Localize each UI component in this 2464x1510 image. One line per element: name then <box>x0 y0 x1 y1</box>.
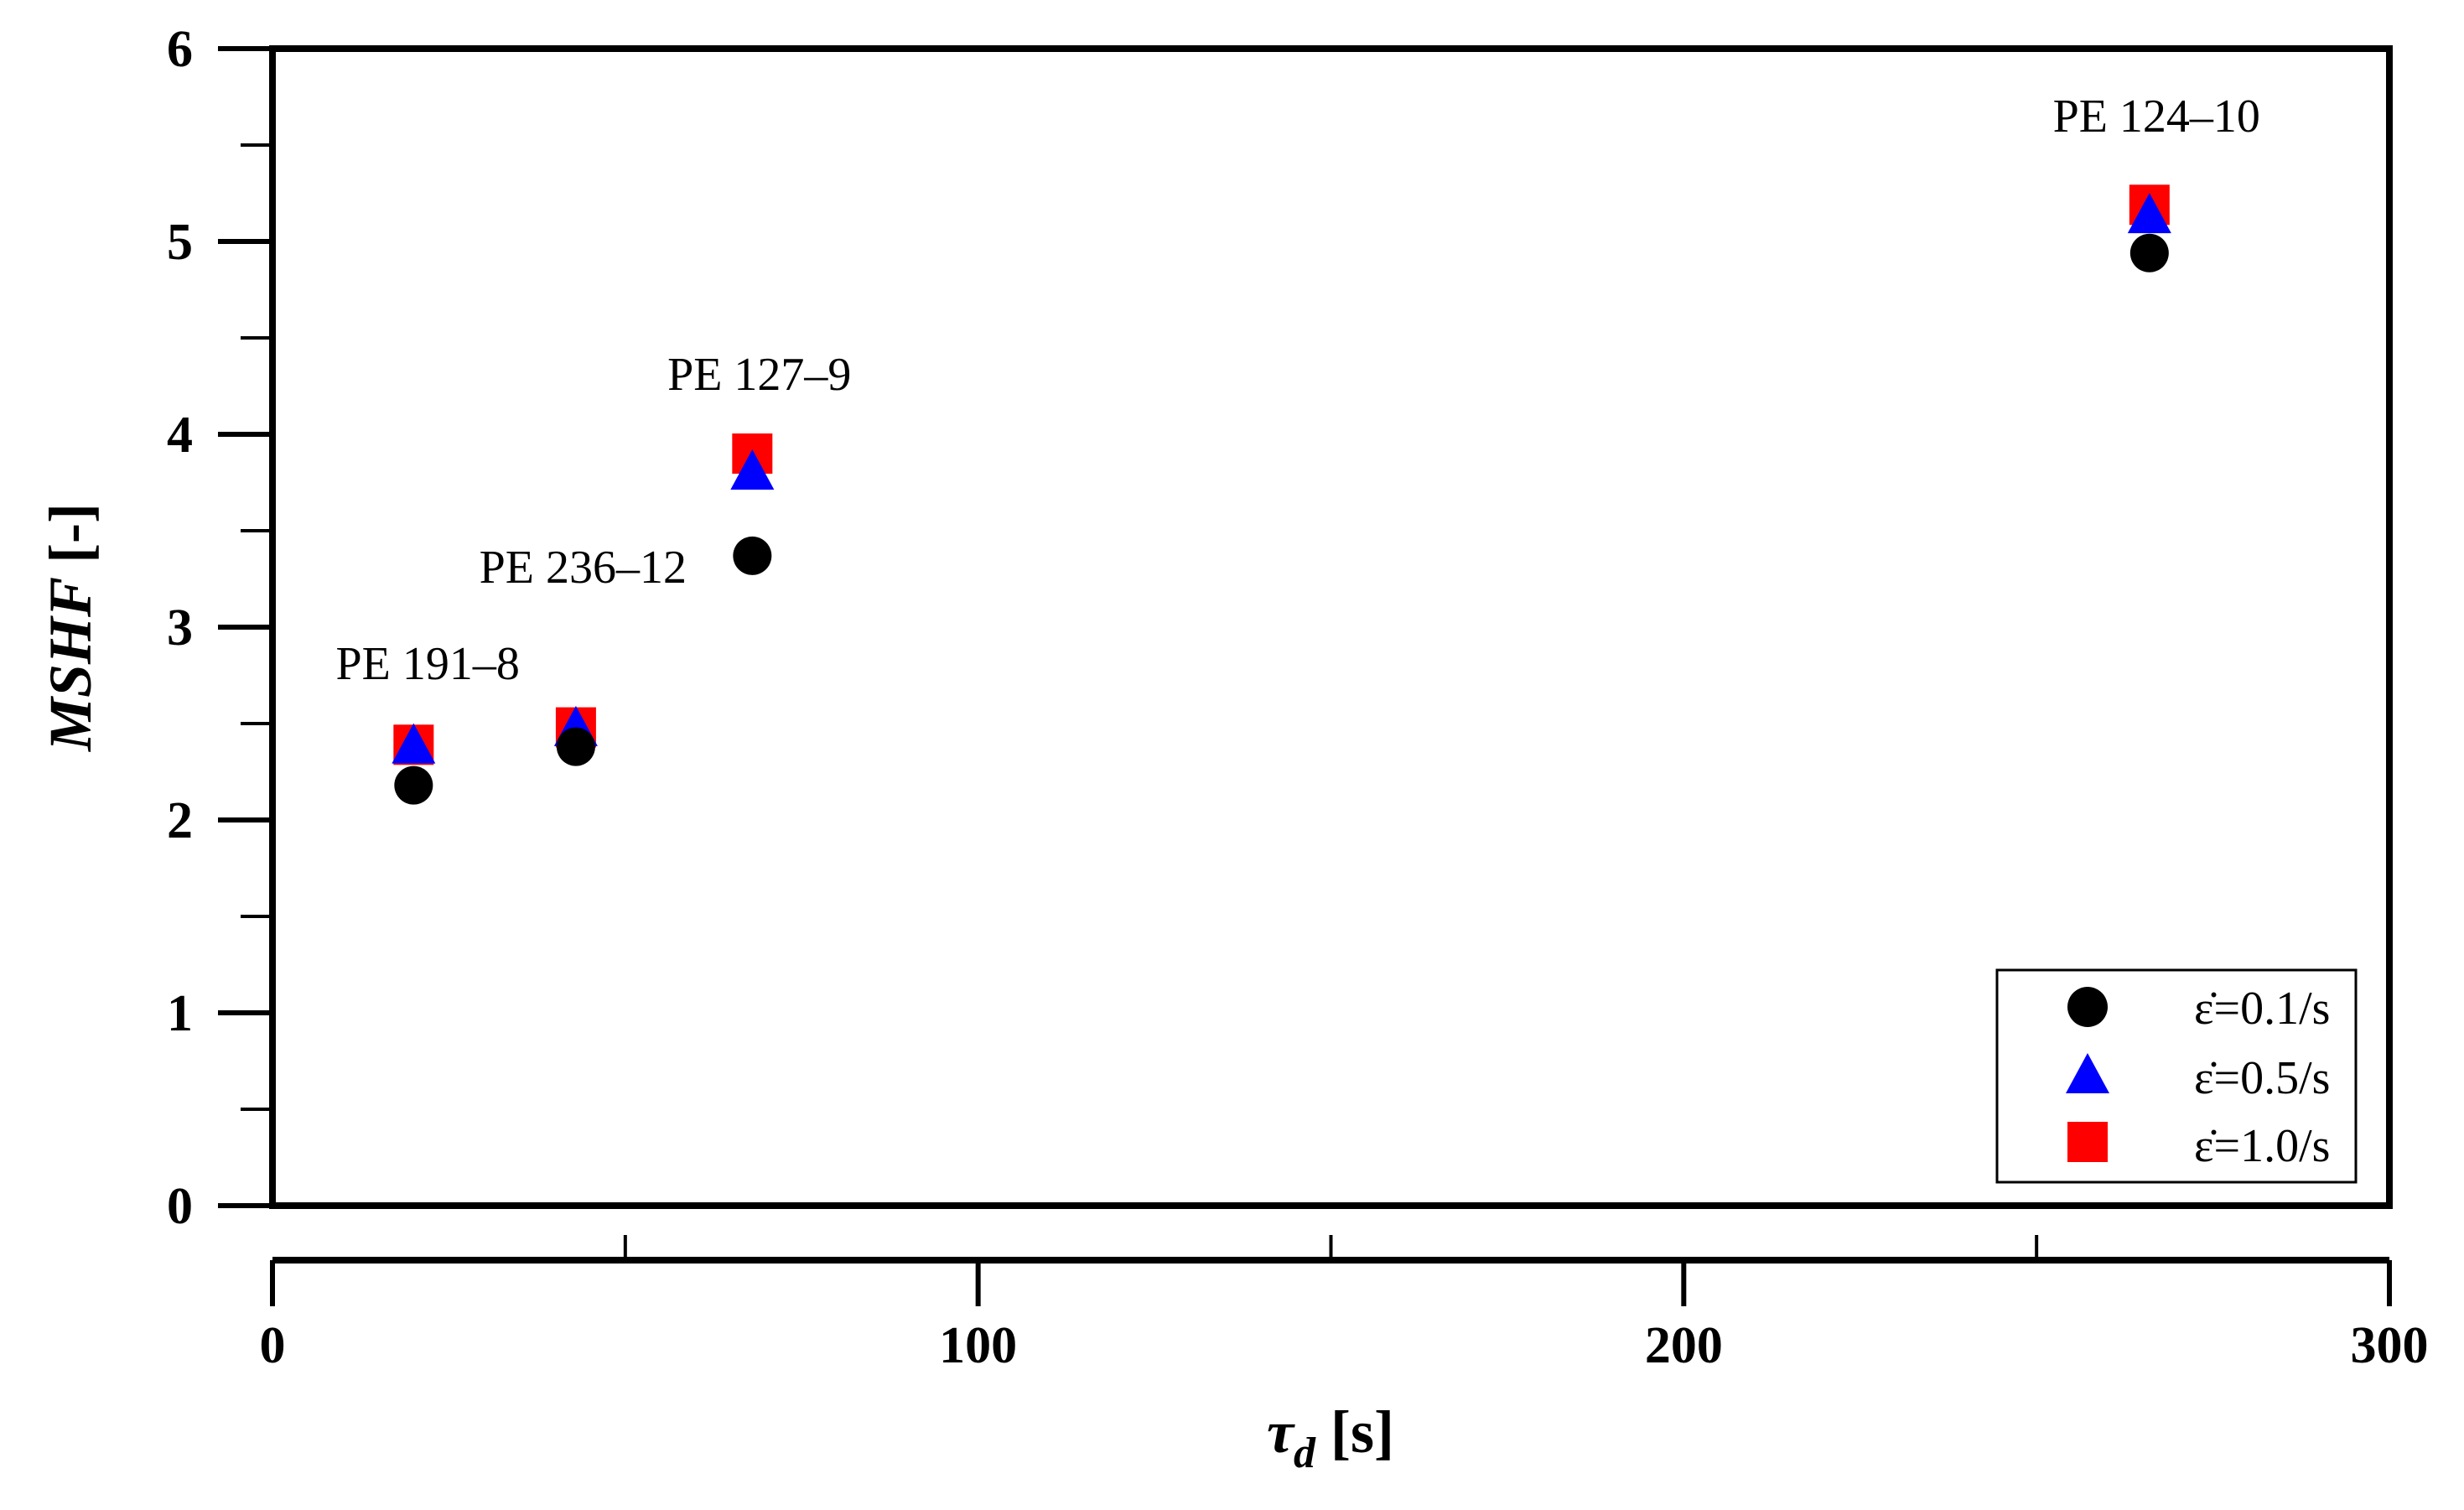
legend-marker-square <box>2067 1122 2108 1162</box>
legend-marker-circle <box>2067 987 2108 1027</box>
y-tick-label: 4 <box>167 407 193 464</box>
x-axis-symbol: τ <box>1267 1398 1295 1466</box>
annotation-label: PE 124–10 <box>2053 91 2260 143</box>
legend-entry-1: ε̇=0.5/s <box>2066 1052 2330 1104</box>
point-triangle <box>2127 193 2171 234</box>
y-axis: 0 1 2 3 4 5 6 <box>167 21 272 1235</box>
x-axis: 0 100 200 300 <box>260 1235 2429 1374</box>
x-tick-label: 100 <box>939 1317 1017 1374</box>
legend-marker-triangle <box>2066 1053 2109 1093</box>
annotation-label: PE 191–8 <box>335 638 519 690</box>
legend-entry-0: ε̇=0.1/s <box>2067 983 2330 1035</box>
y-tick-label: 5 <box>167 214 193 271</box>
point-triangle <box>730 449 775 490</box>
y-tick-label: 2 <box>167 792 193 849</box>
y-tick-label: 6 <box>167 21 193 78</box>
annotation-label: PE 236–12 <box>480 542 687 594</box>
x-tick-label: 200 <box>1645 1317 1723 1374</box>
y-tick-label: 1 <box>167 985 193 1042</box>
y-axis-unit: [-] <box>37 503 104 563</box>
x-tick-label: 0 <box>260 1317 286 1374</box>
x-axis-title: τd [s] <box>1267 1398 1394 1477</box>
legend-label-1: ε̇=0.5/s <box>2194 1052 2330 1104</box>
data-points <box>392 184 2171 805</box>
x-axis-subscript: d <box>1294 1430 1316 1477</box>
annotation-label: PE 127–9 <box>667 349 851 401</box>
legend: ε̇=0.1/s ε̇=0.5/s ε̇=1.0/s <box>1995 968 2358 1184</box>
point-circle <box>556 727 595 766</box>
point-triangle <box>392 723 436 764</box>
point-circle <box>394 765 433 805</box>
point-circle <box>2129 233 2169 272</box>
x-tick-label: 300 <box>2351 1317 2429 1374</box>
point-annotations: PE 191–8 PE 236–12 PE 127–9 PE 124–10 <box>335 91 2259 690</box>
legend-label-0: ε̇=0.1/s <box>2194 983 2330 1035</box>
legend-label-2: ε̇=1.0/s <box>2194 1120 2330 1172</box>
y-axis-title: MSHF [-] <box>37 503 104 752</box>
legend-entry-2: ε̇=1.0/s <box>2067 1120 2330 1172</box>
y-axis-symbol: MSHF <box>37 577 104 752</box>
x-axis-unit: [s] <box>1331 1398 1394 1466</box>
legend-box <box>1995 968 2358 1184</box>
point-circle <box>733 536 772 575</box>
y-tick-label: 3 <box>167 599 193 656</box>
y-tick-label: 0 <box>167 1178 193 1235</box>
